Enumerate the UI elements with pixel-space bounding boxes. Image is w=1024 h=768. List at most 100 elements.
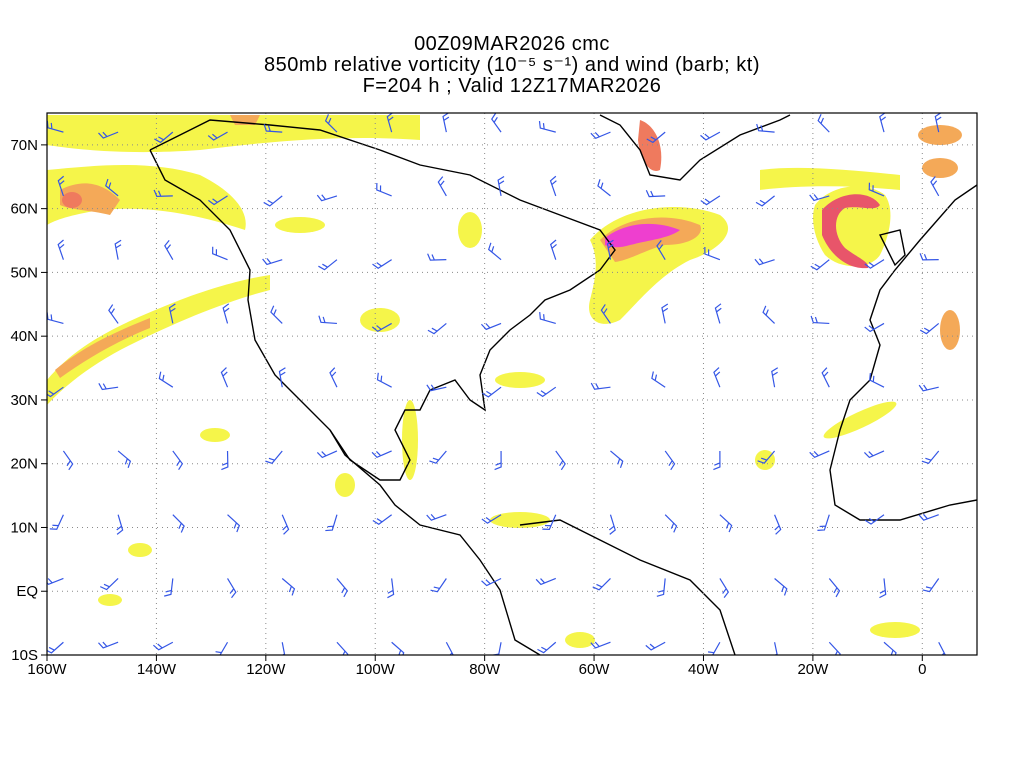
wind-barb <box>754 258 775 266</box>
wind-barb <box>542 514 557 530</box>
wind-barb <box>336 578 348 598</box>
wind-barb <box>430 578 447 593</box>
wind-barb <box>172 450 184 471</box>
wind-barb <box>376 372 392 388</box>
wind-barb <box>371 450 392 459</box>
wind-barbs <box>47 113 946 655</box>
wind-barb <box>480 322 502 331</box>
wind-barb <box>719 578 730 599</box>
wind-barb <box>325 514 338 532</box>
title-field: 850mb relative vorticity (10⁻⁵ s⁻¹) and … <box>264 54 760 76</box>
wind-barb <box>427 322 447 335</box>
wind-barb <box>879 578 887 599</box>
wind-barb <box>386 113 394 133</box>
wind-barb <box>497 175 505 197</box>
wind-barb <box>821 367 830 388</box>
lat-tick-label: 30N <box>10 392 38 409</box>
lat-tick-label: 60N <box>10 201 38 218</box>
wind-barb <box>49 514 64 530</box>
wind-barb <box>828 578 841 598</box>
wind-barb <box>755 195 775 207</box>
wind-barb <box>664 514 678 533</box>
wind-barb <box>208 195 228 206</box>
wind-barb <box>864 259 885 269</box>
wind-barb <box>938 641 946 655</box>
lat-tick-label: 70N <box>10 137 38 154</box>
wind-barb <box>828 641 841 655</box>
wind-barb <box>590 131 611 139</box>
wind-barb <box>656 240 666 260</box>
lat-tick-label: 50N <box>10 264 38 281</box>
wind-barb <box>116 514 124 535</box>
wind-barb <box>318 259 338 271</box>
wind-barb <box>555 450 566 471</box>
wind-barb <box>817 514 830 531</box>
wind-barb <box>883 641 897 655</box>
wind-barb <box>592 578 611 591</box>
lat-tick-label: 40N <box>10 328 38 345</box>
wind-barb <box>220 367 229 388</box>
wind-barb <box>757 450 776 464</box>
wind-barb <box>57 175 65 197</box>
wind-barb <box>437 176 447 197</box>
wind-barb <box>263 124 283 133</box>
lat-tick-label: 10N <box>10 519 38 536</box>
wind-barb <box>536 386 557 398</box>
wind-barb <box>98 131 119 139</box>
wind-barb <box>762 305 776 324</box>
wind-barb <box>371 322 392 333</box>
wind-barb <box>426 513 447 521</box>
wind-barb <box>714 303 722 324</box>
wind-barb <box>645 190 666 198</box>
wind-barb <box>47 577 64 586</box>
lat-axis: 70N 60N 50N 40N 30N 20N 10N EQ 10S <box>10 137 47 664</box>
lat-tick-label: 20N <box>10 456 38 473</box>
wind-barb <box>921 450 940 465</box>
wind-barb <box>391 641 405 655</box>
wind-barb <box>47 312 64 325</box>
wind-barb <box>494 450 502 471</box>
wind-barb <box>329 367 338 388</box>
wind-barb <box>278 367 286 388</box>
wind-barb <box>318 315 337 325</box>
wind-barb <box>212 641 229 655</box>
wind-barb <box>442 113 450 133</box>
wind-barb <box>154 131 174 144</box>
wind-barb <box>590 641 611 649</box>
wind-barb <box>372 514 393 525</box>
wind-barb <box>212 246 228 261</box>
wind-barb <box>108 304 119 324</box>
wind-barb <box>646 131 666 144</box>
wind-barb <box>62 450 74 471</box>
wind-barb <box>222 303 230 324</box>
wind-barb <box>114 239 122 260</box>
wind-barb <box>864 514 885 525</box>
wind-barb <box>445 641 454 655</box>
wind-barb <box>324 114 338 133</box>
wind-barb <box>656 578 666 597</box>
wind-barb <box>427 253 447 261</box>
wind-barb <box>207 131 228 141</box>
wind-barb <box>482 386 502 398</box>
lon-tick-label: 160W <box>27 661 67 678</box>
wind-barb <box>645 641 666 651</box>
wind-barb <box>221 450 229 471</box>
wind-barb <box>281 514 290 535</box>
wind-barb <box>809 450 830 459</box>
wind-barb <box>922 578 940 593</box>
wind-barb <box>919 322 940 335</box>
wind-barb <box>719 514 733 533</box>
wind-barb <box>590 382 611 390</box>
wind-barb <box>164 578 174 597</box>
title-run: 00Z09MAR2026 cmc <box>414 33 610 55</box>
wind-barb <box>810 259 830 271</box>
wind-barb <box>372 259 392 270</box>
wind-barb <box>316 450 338 459</box>
coastlines <box>149 114 977 655</box>
wind-barb <box>539 312 556 325</box>
wind-barb <box>608 514 616 535</box>
map-frame <box>46 112 978 656</box>
wind-barb <box>700 195 721 206</box>
lon-tick-label: 60W <box>579 661 611 678</box>
wind-barb <box>47 386 64 398</box>
